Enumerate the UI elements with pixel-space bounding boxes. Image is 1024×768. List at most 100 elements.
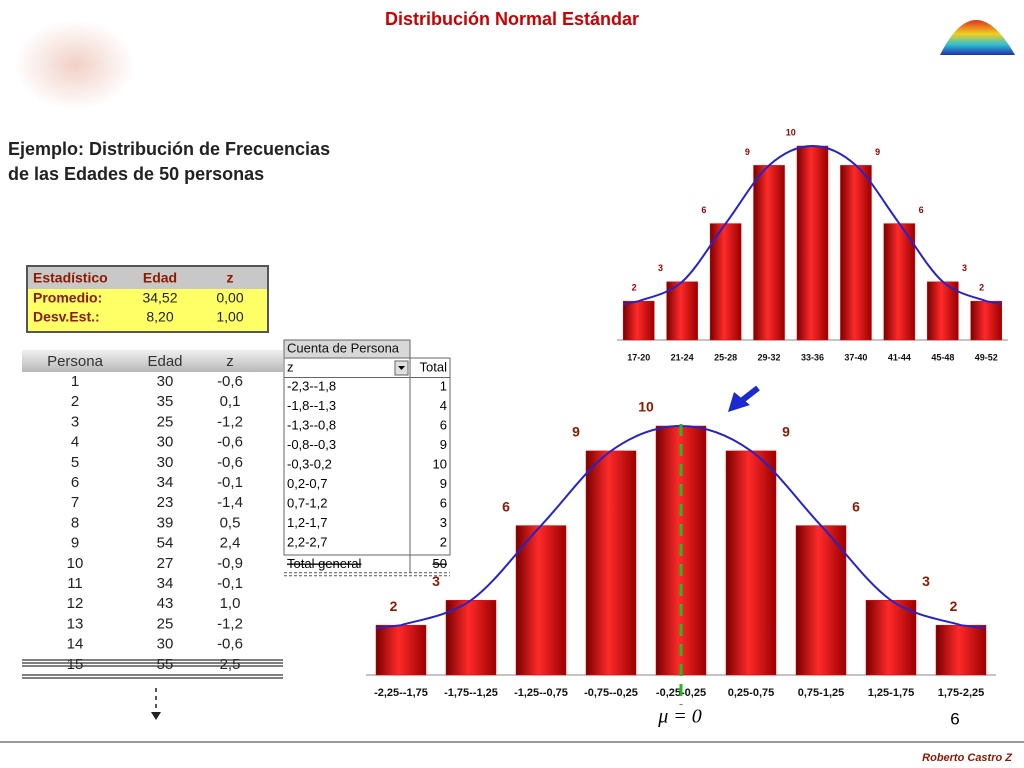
logo [15,20,135,110]
pivot-cell: -1,3--0,8 [287,418,336,433]
pivot-title: Cuenta de Persona [287,340,400,355]
persons-cell: 1,0 [220,595,241,612]
data-label: 10 [786,127,796,137]
persons-cell: 11 [67,575,83,592]
pivot-cell: 6 [440,496,447,511]
persons-cell: 8 [71,514,79,531]
bar [622,300,655,341]
title: Distribución Normal Estándar [385,9,639,29]
surface-icon [940,20,1015,55]
persons-cell: 34 [157,474,174,491]
bar [375,624,427,676]
persons-cell: 54 [157,535,174,552]
pivot-header-cell: z [287,359,294,374]
x-tick-label: 33-36 [801,352,824,362]
data-label: 3 [432,573,440,589]
data-label: 2 [390,598,398,614]
persons-cell: 23 [157,494,174,511]
persons-cell: 14 [67,636,84,653]
pivot-cell: 2,2-2,7 [287,535,327,550]
bar [515,525,567,676]
subtitle: Ejemplo: Distribución de Frecuencias [8,139,330,159]
pivot-cell: 6 [440,418,447,433]
pivot-cell: 1,2-1,7 [287,515,327,530]
data-label: 2 [632,283,637,293]
pivot-cell: 3 [440,515,447,530]
bar [840,165,872,341]
subtitle: de las Edades de 50 personas [8,164,264,184]
pivot-footer: Total general [287,556,362,571]
data-label: 3 [922,573,930,589]
data-label: 10 [638,399,654,415]
data-label: 9 [745,147,750,157]
data-label: 9 [782,424,790,440]
pivot-cell: 2 [440,535,447,550]
persons-cell: 1 [71,373,79,390]
persons-cell: -0,6 [217,373,243,390]
pivot-header-cell: Total [420,359,448,374]
pivot-cell: -1,8--1,3 [287,398,336,413]
persons-cell: 6 [71,474,79,491]
bar [709,223,742,341]
x-tick-label: -2,25--1,75 [374,687,428,699]
data-label: 6 [502,498,510,514]
pivot-cell: 10 [433,457,447,472]
bar [753,165,785,341]
persons-cell: 0,5 [220,514,241,531]
bar [795,525,847,676]
bar [666,281,698,341]
normal-curve [623,144,1002,306]
data-label: 2 [950,598,958,614]
persons-cell: 15 [67,656,84,673]
arrow [728,392,750,412]
persons-cell: 27 [157,555,174,572]
x-tick-label: 37-40 [844,352,867,362]
x-tick-label: -0,75--0,25 [584,687,638,699]
data-label: 9 [572,424,580,440]
data-label: 3 [658,263,663,273]
bar [796,145,829,341]
persons-header-cell: Persona [47,353,104,370]
persons-header [22,350,283,372]
data-label: 6 [852,498,860,514]
data-label: 6 [701,205,706,215]
bar [585,450,637,676]
persons-cell: 2 [71,393,79,410]
persons-cell: 30 [157,434,174,451]
persons-cell: 7 [71,494,79,511]
x-tick-label: 1,25-1,75 [868,687,914,699]
x-tick-label: 29-32 [758,352,781,362]
persons-cell: -0,1 [217,575,243,592]
persons-cell: 35 [157,393,174,410]
pivot-cell: 0,7-1,2 [287,496,327,511]
persons-cell: -0,1 [217,474,243,491]
x-tick-label: 0,25-0,75 [728,687,774,699]
persons-cell: 12 [67,595,84,612]
x-tick-label: 21-24 [671,352,694,362]
stats-cell: Desv.Est.: [33,309,100,325]
persons-cell: 30 [157,636,174,653]
x-tick-label: 25-28 [714,352,737,362]
stats-cell: 1,00 [216,309,243,325]
persons-cell: 5 [71,454,79,471]
x-tick-label: 1,75-2,25 [938,687,984,699]
persons-cell: 2,5 [220,656,241,673]
pivot-footer: 50 [433,556,447,571]
dropdown-arrow [398,366,405,370]
persons-cell: 25 [157,615,174,632]
persons-cell: 0,1 [220,393,241,410]
stats-cell: Promedio: [33,290,102,306]
persons-cell: -0,9 [217,555,243,572]
persons-cell: 9 [71,535,79,552]
stats-header [28,267,267,289]
pivot-cell: 1 [440,379,447,394]
persons-header-cell: z [226,353,234,370]
persons-cell: -0,6 [217,454,243,471]
persons-cell: 13 [67,615,84,632]
pivot-cell: 4 [440,398,447,413]
persons-cell: 3 [71,413,79,430]
pivot-cell: 0,2-0,7 [287,476,327,491]
stats-header-cell: z [227,270,234,286]
